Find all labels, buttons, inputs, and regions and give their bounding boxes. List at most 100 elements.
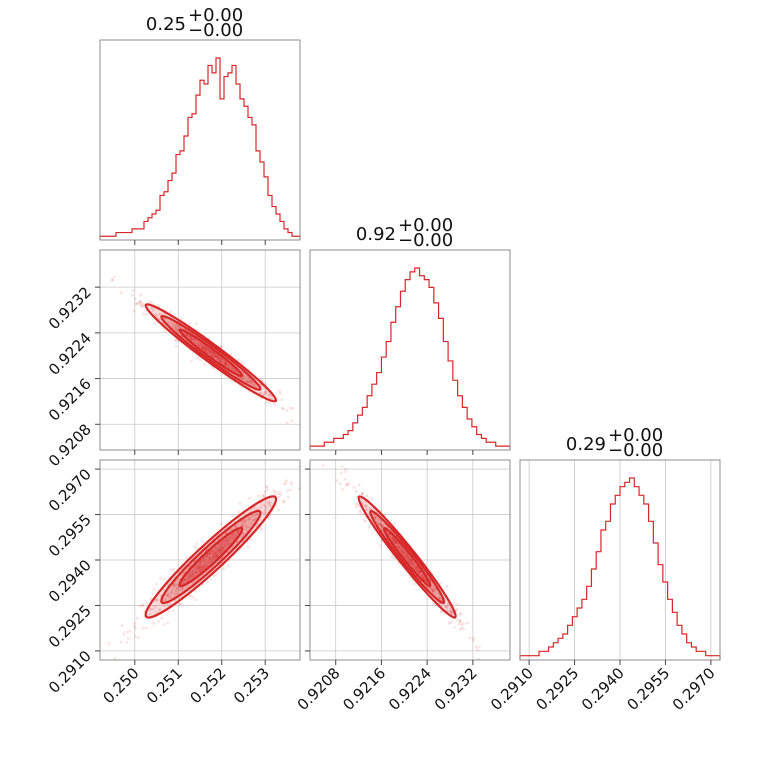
sample-point	[196, 566, 200, 569]
sample-point	[174, 590, 178, 594]
sample-point	[393, 541, 396, 544]
sample-point	[217, 552, 221, 556]
sample-point	[265, 400, 268, 404]
sample-point	[204, 555, 208, 558]
sample-point	[208, 551, 212, 555]
sample-point	[142, 312, 145, 316]
sample-point	[151, 592, 155, 596]
sample-point	[410, 558, 414, 562]
sample-point	[360, 491, 364, 495]
sample-point	[260, 504, 263, 508]
sample-point	[244, 526, 248, 529]
sample-point	[394, 540, 398, 544]
sample-point	[283, 482, 287, 486]
sample-point	[135, 616, 139, 620]
sample-point	[155, 598, 158, 602]
sample-point	[213, 547, 217, 550]
sample-point	[431, 589, 435, 593]
sample-point	[418, 571, 422, 574]
sample-point	[199, 561, 203, 564]
sample-point	[210, 353, 214, 357]
sample-point	[444, 605, 448, 608]
sample-point	[136, 636, 140, 639]
sample-point	[180, 317, 184, 321]
sample-point	[210, 550, 214, 554]
sample-point	[132, 309, 136, 313]
sample-point	[252, 384, 256, 388]
sample-point	[373, 516, 377, 519]
sample-point	[254, 517, 258, 521]
sample-point	[373, 516, 377, 519]
sample-point	[264, 485, 268, 488]
sample-point	[359, 511, 363, 515]
sample-point	[391, 537, 395, 541]
sample-point	[224, 362, 228, 365]
sample-point	[267, 393, 271, 397]
sample-point	[393, 538, 397, 542]
sample-point	[248, 519, 252, 522]
sample-point	[214, 573, 218, 577]
sample-point	[167, 592, 171, 596]
sample-point	[187, 575, 191, 579]
sample-point	[462, 627, 466, 631]
sample-point	[203, 563, 207, 567]
sample-point	[405, 555, 409, 559]
contour-line-3	[178, 526, 244, 588]
sample-point	[206, 348, 209, 351]
sample-point	[214, 353, 218, 357]
sample-point	[379, 544, 382, 548]
sample-point	[231, 514, 235, 518]
sample-point	[286, 489, 290, 493]
sample-point	[191, 573, 195, 576]
sample-point	[217, 547, 221, 551]
sample-point	[194, 322, 198, 326]
sample-point	[447, 603, 450, 607]
sample-point	[452, 602, 456, 605]
sample-point	[211, 350, 215, 354]
sample-point	[449, 607, 452, 611]
sample-point	[268, 503, 272, 506]
sample-point	[126, 637, 130, 641]
sample-point	[238, 376, 242, 380]
sample-point	[401, 552, 405, 556]
sample-point	[393, 538, 396, 542]
sample-point	[447, 621, 451, 625]
sample-point	[258, 391, 262, 395]
sample-point	[241, 377, 245, 381]
sample-point	[215, 549, 219, 553]
sample-point	[450, 609, 454, 613]
sample-point	[367, 525, 371, 529]
sample-point	[212, 353, 216, 357]
sample-point	[202, 346, 205, 349]
sample-point	[252, 518, 255, 522]
sample-point	[412, 563, 415, 567]
sample-point	[273, 403, 277, 406]
sample-point	[455, 618, 459, 622]
sample-point	[208, 349, 212, 353]
sample-point	[205, 561, 209, 565]
sample-point	[192, 337, 196, 341]
sample-point	[443, 604, 447, 608]
sample-point	[159, 576, 162, 580]
sample-point	[449, 610, 453, 614]
sample-point	[152, 621, 155, 625]
sample-point	[217, 356, 221, 360]
sample-point	[156, 598, 160, 602]
hist-title-upper-1: +0.00	[188, 5, 243, 26]
sample-point	[461, 622, 465, 626]
sample-point	[439, 610, 443, 613]
sample-point	[438, 596, 442, 600]
sample-point	[246, 379, 250, 383]
sample-point	[210, 351, 214, 355]
sample-point	[203, 347, 207, 351]
sample-point	[276, 492, 280, 496]
sample-point	[360, 492, 364, 496]
sample-point	[388, 532, 391, 536]
sample-point	[225, 362, 228, 366]
sample-point	[414, 567, 418, 571]
sample-point	[242, 372, 246, 376]
sample-point	[393, 541, 396, 545]
sample-point	[265, 506, 268, 510]
sample-point	[201, 567, 205, 570]
sample-point	[238, 502, 242, 506]
